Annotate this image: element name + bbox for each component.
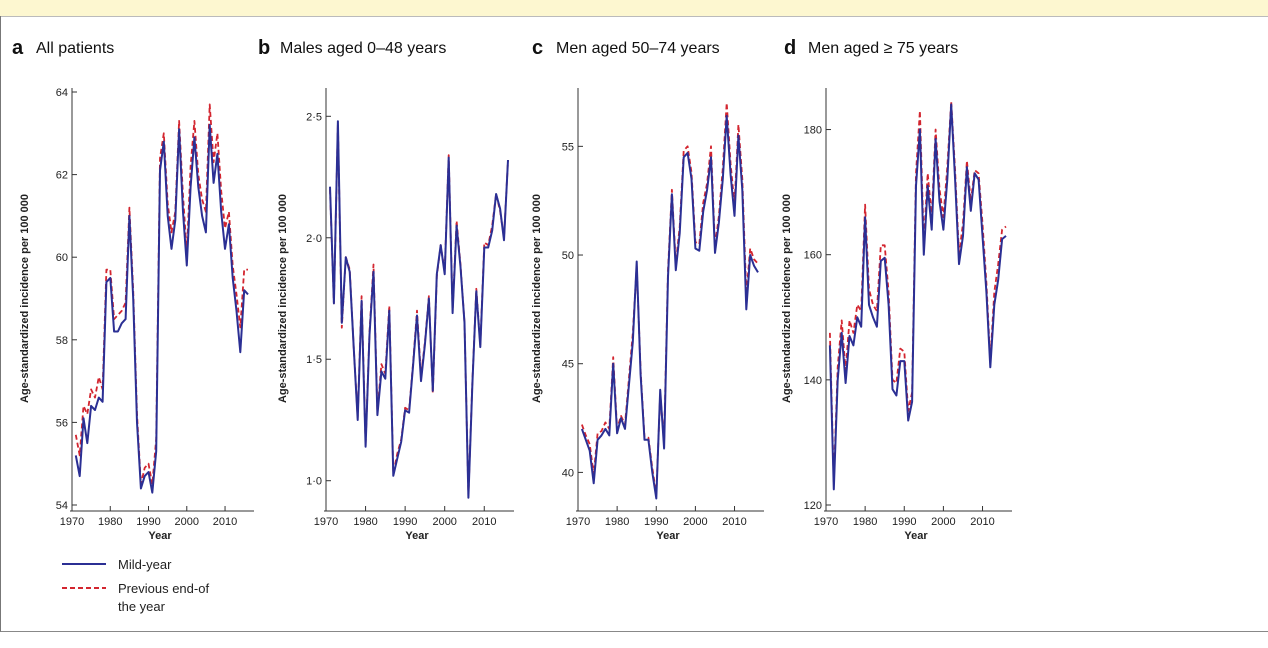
x-tick-label: 1970 <box>814 516 838 528</box>
panel-title: All patients <box>36 40 114 57</box>
x-tick-label: 1990 <box>892 516 916 528</box>
y-tick-label: 1·0 <box>306 476 322 488</box>
x-axis-title: Year <box>405 530 429 542</box>
x-tick-label: 2000 <box>432 516 456 528</box>
y-tick-label: 140 <box>804 375 822 387</box>
panel-letter: a <box>12 37 24 59</box>
x-tick-label: 1980 <box>605 516 629 528</box>
panel-title: Men aged 50–74 years <box>556 40 720 57</box>
y-tick-label: 160 <box>804 250 822 262</box>
x-tick-label: 1990 <box>393 516 417 528</box>
y-tick-label: 1·5 <box>306 354 322 366</box>
x-tick-label: 2010 <box>970 516 994 528</box>
y-tick-label: 54 <box>56 500 68 512</box>
panel-letter: d <box>784 37 796 59</box>
x-tick-label: 2010 <box>472 516 496 528</box>
chart-panel-c: c Men aged 50–74 years 40 45 50 55 1970 1980 199… <box>531 37 764 542</box>
y-tick-label: 62 <box>56 170 68 182</box>
chart-panel-d: d Men aged ≥ 75 years 120 140 160 180 1970 1980… <box>781 37 1012 542</box>
series-line-previous-end <box>829 100 1007 485</box>
series-line-previous-end <box>74 103 248 486</box>
x-tick-label: 1990 <box>136 516 160 528</box>
top-band <box>0 0 1268 17</box>
y-tick-label: 60 <box>56 252 68 264</box>
y-tick-label: 58 <box>56 335 68 347</box>
x-tick-label: 1970 <box>60 516 84 528</box>
x-axis-title: Year <box>148 530 172 542</box>
x-tick-label: 2010 <box>722 516 746 528</box>
series-line-mid-year <box>828 103 1007 491</box>
y-axis-title: Age-standardized incidence per 100 000 <box>277 194 289 403</box>
chart-panel-b: b Males aged 0–48 years 1·0 1·5 2·0 2·5 1970 19… <box>258 37 514 542</box>
x-tick-label: 1970 <box>566 516 590 528</box>
panel-title: Men aged ≥ 75 years <box>808 40 958 57</box>
y-tick-label: 64 <box>56 87 68 99</box>
x-tick-label: 2000 <box>931 516 955 528</box>
y-tick-label: 2·5 <box>306 111 322 123</box>
y-tick-label: 2·0 <box>306 233 322 245</box>
y-tick-label: 180 <box>804 125 822 137</box>
x-axis-title: Year <box>656 530 680 542</box>
y-tick-label: 50 <box>562 250 574 262</box>
legend-label-mid-year: Mild-year <box>118 557 172 572</box>
legend: Mild-year Previous end-of the year <box>62 557 209 614</box>
y-axis-title: Age-standardized incidence per 100 000 <box>781 194 793 403</box>
figure-frame <box>0 16 1268 632</box>
y-tick-label: 40 <box>562 467 574 479</box>
legend-label-previous-end-line2: the year <box>118 599 166 614</box>
panel-letter: c <box>532 37 543 59</box>
series-line-mid-year <box>74 124 249 494</box>
x-tick-label: 1980 <box>853 516 877 528</box>
x-axis-title: Year <box>904 530 928 542</box>
panel-title: Males aged 0–48 years <box>280 40 446 57</box>
x-tick-label: 2000 <box>683 516 707 528</box>
panel-letter: b <box>258 37 270 59</box>
chart-panel-a: a All patients 54 56 58 60 62 64 1970 1980 1990 200… <box>12 37 254 542</box>
x-tick-label: 1970 <box>314 516 338 528</box>
legend-label-previous-end-line1: Previous end-of <box>118 581 209 596</box>
y-tick-label: 120 <box>804 500 822 512</box>
y-tick-label: 45 <box>562 359 574 371</box>
series-line-mid-year <box>329 120 509 499</box>
y-axis-title: Age-standardized incidence per 100 000 <box>19 194 31 403</box>
y-axis-title: Age-standardized incidence per 100 000 <box>531 194 543 403</box>
series-line-mid-year <box>580 114 759 500</box>
x-tick-label: 2010 <box>213 516 237 528</box>
x-tick-label: 1980 <box>98 516 122 528</box>
y-tick-label: 55 <box>562 141 574 153</box>
x-tick-label: 1980 <box>353 516 377 528</box>
x-tick-label: 2000 <box>175 516 199 528</box>
x-tick-label: 1990 <box>644 516 668 528</box>
y-tick-label: 56 <box>56 417 68 429</box>
